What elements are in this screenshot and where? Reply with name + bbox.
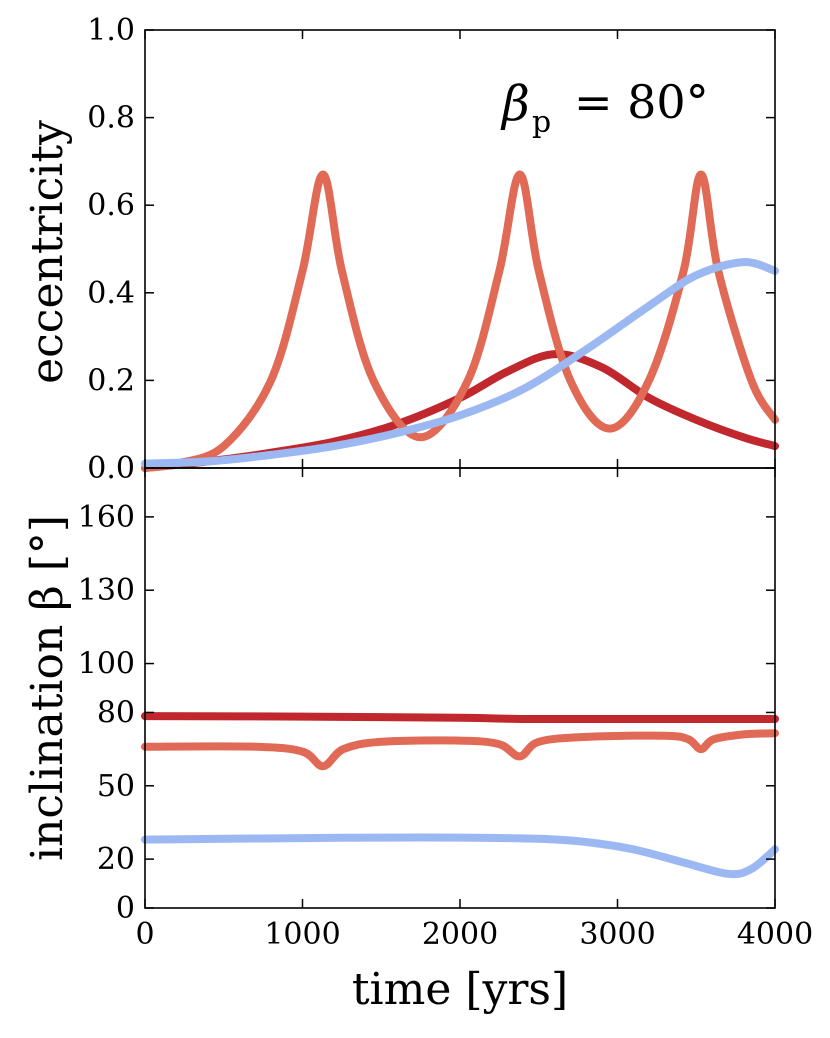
inclination-xtick-label: 3000 (579, 917, 655, 952)
eccentricity-y-ticks: 0.0 0.2 0.4 0.6 0.8 1.0 (87, 13, 775, 486)
inclination-series-group (141, 712, 779, 879)
inclination-xtick-label: 0 (135, 917, 154, 952)
eccentricity-series-group (141, 170, 779, 472)
eccentricity-ytick-label: 1.0 (87, 13, 135, 48)
inclination-xtick-label: 4000 (737, 917, 813, 952)
inclination-ytick-label: 80 (97, 695, 135, 730)
inclination-ytick-label: 20 (97, 842, 135, 877)
inclination-series-mid-red (141, 729, 779, 771)
beta-p-value: = 80° (574, 75, 709, 129)
time-xlabel: time [yrs] (352, 964, 568, 1015)
eccentricity-series-dark-red (141, 350, 779, 472)
inclination-y-ticks: 0 20 50 80 100 130 160 (78, 500, 775, 926)
inclination-ytick-label: 160 (78, 500, 135, 535)
beta-p-symbol: β (500, 76, 530, 132)
inclination-ytick-label: 130 (78, 573, 135, 608)
eccentricity-ytick-label: 0.0 (87, 451, 135, 486)
inclination-x-ticks: 0 1000 2000 3000 4000 (135, 468, 813, 952)
eccentricity-ytick-label: 0.8 (87, 101, 135, 136)
eccentricity-ytick-label: 0.4 (87, 276, 135, 311)
inclination-xtick-label: 1000 (264, 917, 340, 952)
eccentricity-ytick-label: 0.6 (87, 188, 135, 223)
inclination-xtick-label: 2000 (422, 917, 498, 952)
beta-p-annotation: β p = 80° (500, 75, 709, 140)
inclination-series-light-blue (141, 833, 779, 879)
eccentricity-series-light-blue (141, 258, 779, 468)
eccentricity-x-ticks (144, 30, 776, 468)
inclination-ytick-label: 0 (116, 891, 135, 926)
inclination-ytick-label: 50 (97, 769, 135, 804)
inclination-ylabel: inclination β [°] (22, 515, 73, 861)
inclination-ytick-label: 100 (78, 647, 135, 682)
eccentricity-panel: 0.0 0.2 0.4 0.6 0.8 1.0 eccentricity β p = 80… (22, 13, 779, 486)
inclination-series-dark-red (141, 712, 779, 724)
eccentricity-series-mid-red (141, 170, 779, 472)
beta-p-subscript: p (532, 105, 551, 140)
inclination-panel: 0 20 50 80 100 130 160 0 1000 2000 3000 4000 incli… (22, 467, 813, 1015)
eccentricity-ytick-label: 0.2 (87, 363, 135, 398)
eccentricity-ylabel: eccentricity (22, 120, 73, 384)
